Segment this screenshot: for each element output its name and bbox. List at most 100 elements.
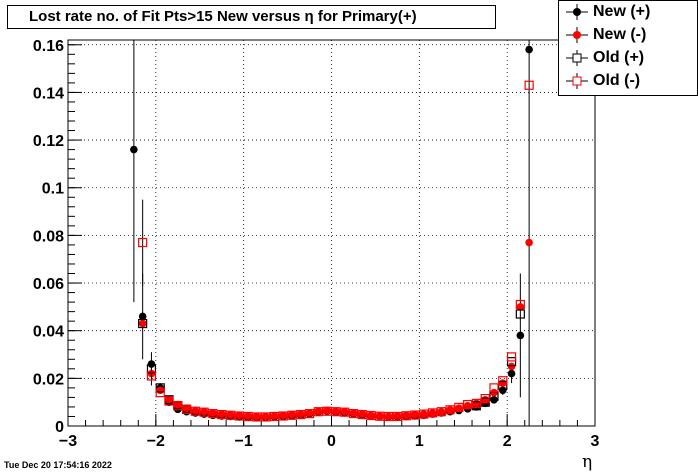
data-point — [366, 410, 376, 421]
data-point — [367, 411, 375, 420]
data-point — [313, 407, 323, 417]
data-point — [445, 405, 455, 415]
y-tick-label: 0.04 — [33, 324, 64, 341]
data-point — [269, 411, 280, 422]
data-point — [200, 407, 208, 416]
data-point — [296, 409, 306, 420]
data-point — [209, 409, 217, 417]
y-tick-label: 0.12 — [33, 133, 64, 150]
data-point — [358, 410, 367, 418]
data-point — [392, 411, 402, 422]
data-point — [165, 395, 173, 404]
data-point — [332, 407, 340, 416]
series-old — [138, 309, 525, 414]
data-point — [182, 404, 191, 412]
data-point — [507, 369, 516, 378]
data-point — [235, 411, 244, 420]
data-point — [515, 299, 525, 310]
data-point — [199, 407, 209, 417]
data-point — [516, 331, 525, 340]
data-point — [419, 409, 429, 419]
y-tick-label: 0.16 — [33, 38, 64, 55]
data-point — [427, 408, 438, 418]
x-tick-label: −2 — [147, 433, 165, 450]
legend-marker-open-black-square-icon — [566, 50, 588, 66]
data-point — [376, 412, 384, 420]
data-point — [383, 411, 394, 422]
data-point — [446, 405, 454, 414]
data-point — [225, 410, 236, 420]
data-point — [525, 45, 533, 54]
data-point — [138, 237, 148, 248]
legend-label: Old (-) — [593, 72, 641, 89]
axis-ticks — [67, 44, 596, 427]
data-point — [349, 409, 358, 417]
data-point — [217, 410, 226, 418]
x-tick-label: 2 — [503, 433, 512, 450]
y-tick-label: 0.08 — [33, 228, 64, 245]
data-point — [278, 411, 288, 421]
axis-tick-labels: −3 −2 −1 0 1 2 3 0 0.02 0.04 0.06 0.08 0.1 0.12 0.14 0.… — [33, 38, 600, 450]
y-tick-label: 0.06 — [33, 276, 64, 293]
data-point — [506, 357, 517, 367]
x-axis-label: η — [582, 452, 593, 472]
data-point — [428, 409, 437, 417]
data-point — [411, 410, 419, 419]
data-point — [164, 396, 174, 406]
data-point — [419, 410, 428, 418]
data-point — [279, 411, 287, 420]
data-point — [156, 386, 165, 395]
legend-entry-new-plus: New (+) — [559, 1, 697, 23]
data-point — [454, 402, 464, 413]
data-point — [410, 410, 420, 420]
data-point — [234, 411, 244, 421]
legend-marker-open-red-square-icon — [566, 73, 588, 89]
data-point — [130, 145, 138, 154]
data-point — [253, 412, 261, 421]
legend-label: Old (+) — [593, 49, 645, 66]
data-point — [463, 399, 473, 410]
data-point — [340, 407, 349, 416]
data-point — [314, 407, 323, 416]
data-point — [190, 406, 200, 416]
data-point — [384, 412, 393, 421]
data-point — [515, 309, 525, 319]
y-tick-label: 0.02 — [33, 371, 64, 388]
data-point — [288, 410, 296, 419]
data-point — [244, 412, 252, 420]
data-point — [305, 409, 314, 417]
data-point — [173, 400, 182, 409]
data-point — [208, 409, 218, 419]
legend-label: New (+) — [593, 3, 651, 20]
y-tick-label: 0.1 — [42, 181, 64, 198]
legend-label: New (-) — [593, 26, 647, 43]
data-point — [524, 80, 534, 90]
data-point — [138, 318, 148, 329]
x-tick-label: −1 — [235, 433, 253, 450]
data-point — [304, 409, 315, 419]
data-point — [261, 412, 271, 422]
data-point — [217, 409, 227, 420]
data-point — [401, 411, 411, 421]
data-point — [436, 407, 446, 417]
data-point — [455, 404, 463, 412]
data-point — [261, 412, 270, 421]
legend-marker-filled-black-circle-icon — [566, 4, 588, 20]
x-tick-label: 1 — [415, 433, 424, 450]
data-point — [437, 407, 446, 416]
grid-lines — [68, 40, 595, 426]
data-point — [155, 383, 165, 393]
legend-marker-filled-red-circle-icon — [566, 27, 588, 43]
data-point — [472, 399, 481, 408]
data-point — [498, 380, 508, 391]
chart-title: Lost rate no. of Fit Pts>15 New versus η… — [7, 5, 496, 29]
data-point — [191, 406, 200, 415]
data-point — [463, 401, 472, 410]
data-marks — [130, 40, 534, 426]
y-tick-label: 0.14 — [33, 85, 64, 102]
data-point — [243, 411, 253, 422]
legend-entry-old-plus: Old (+) — [559, 47, 697, 69]
data-point — [498, 386, 507, 395]
data-point — [393, 412, 402, 420]
